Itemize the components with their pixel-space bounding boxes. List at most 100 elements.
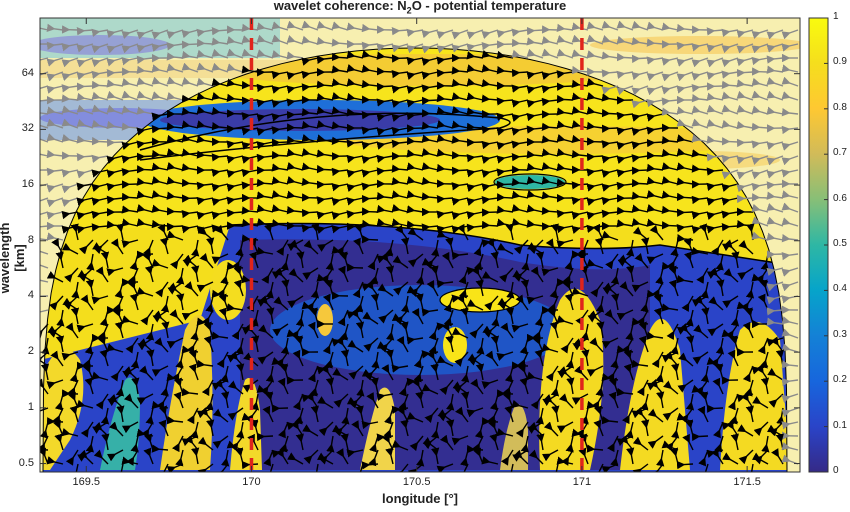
phase-arrow [346,22,364,31]
phase-arrow [226,36,244,45]
phase-arrow [136,287,154,297]
phase-arrow [317,239,334,252]
phase-arrow [391,126,409,136]
phase-arrow [361,461,379,470]
phase-arrow [498,295,514,310]
phase-arrow [296,251,305,269]
phase-arrow [331,136,349,145]
phase-arrow [541,267,559,277]
phase-arrow [76,153,94,162]
phase-arrow [166,52,184,61]
phase-arrow [376,82,394,92]
phase-arrow [631,71,649,81]
x-tick-label: 169.5 [72,476,101,488]
phase-arrow [241,48,259,59]
phase-arrow [766,232,784,241]
phase-arrow [556,209,574,218]
phase-arrow [556,70,574,79]
phase-arrow [302,267,319,281]
phase-arrow [513,239,529,255]
phase-arrow [256,141,274,150]
phase-arrow [411,307,424,325]
phase-arrow [145,323,155,341]
phase-arrow [751,122,769,131]
phase-arrow [46,106,64,115]
phase-arrow [541,48,559,59]
phase-arrow [586,121,604,131]
phase-arrow [331,38,349,47]
colorbar-tick-label: 0.5 [833,238,847,249]
phase-arrow [631,281,649,293]
colorbar-tick-label: 0.4 [833,283,847,295]
phase-arrow [155,281,169,298]
phase-arrow [431,239,440,257]
phase-arrow [616,20,634,31]
phase-arrow [421,43,439,54]
phase-arrow [706,135,724,144]
phase-arrow [151,64,169,73]
phase-arrow [631,85,649,96]
phase-arrow [370,293,380,311]
phase-arrow [578,239,589,257]
phase-arrow [646,71,664,81]
phase-arrow [76,104,94,115]
phase-arrow [61,57,79,68]
phase-arrow [751,169,769,180]
phase-arrow [751,182,769,192]
phase-arrow [521,253,530,271]
phase-arrow [129,293,139,311]
phase-arrow [61,242,79,255]
phase-arrow [691,149,709,158]
phase-arrow [481,183,499,192]
phase-arrow [721,210,739,219]
phase-arrow [736,29,754,39]
phase-arrow [511,49,529,59]
phase-arrow [731,251,740,269]
phase-arrow [781,202,799,213]
phase-arrow [532,323,544,341]
phase-arrow [276,239,289,256]
phase-arrow [106,195,124,204]
phase-arrow [346,78,364,87]
y-tick-label: 4 [27,289,34,302]
phase-arrow [70,307,80,325]
phase-arrow [751,155,769,165]
phase-arrow [286,110,304,120]
phase-arrow [121,43,139,54]
phase-arrow [736,155,754,165]
phase-arrow [271,150,289,160]
phase-arrow [700,281,709,299]
phase-arrow [320,267,334,284]
phase-arrow [594,237,604,255]
phase-arrow [496,180,514,190]
phase-arrow [361,50,379,59]
phase-arrow [706,153,724,162]
phase-arrow [335,239,349,256]
phase-arrow [392,255,409,269]
phase-arrow [466,211,484,220]
phase-arrow [211,106,229,116]
phase-arrow [456,223,469,241]
phase-arrow [406,99,424,108]
phase-arrow [325,253,334,271]
phase-arrow [401,295,410,313]
phase-arrow [526,295,544,305]
phase-arrow [63,295,79,310]
phase-arrow [426,279,439,297]
phase-arrow [436,134,454,143]
phase-arrow [666,253,679,271]
phase-arrow [151,190,169,199]
phase-arrow [668,279,679,297]
phase-arrow [91,80,109,90]
phase-arrow [586,78,604,87]
phase-arrow [256,22,274,31]
phase-arrow [781,251,799,261]
phase-arrow [496,168,514,177]
phase-arrow [46,183,64,193]
phase-arrow [451,29,469,40]
phase-arrow [619,281,634,297]
phase-arrow [781,125,799,135]
phase-arrow [407,253,424,268]
phase-arrow [106,267,124,277]
phase-arrow [288,268,304,283]
